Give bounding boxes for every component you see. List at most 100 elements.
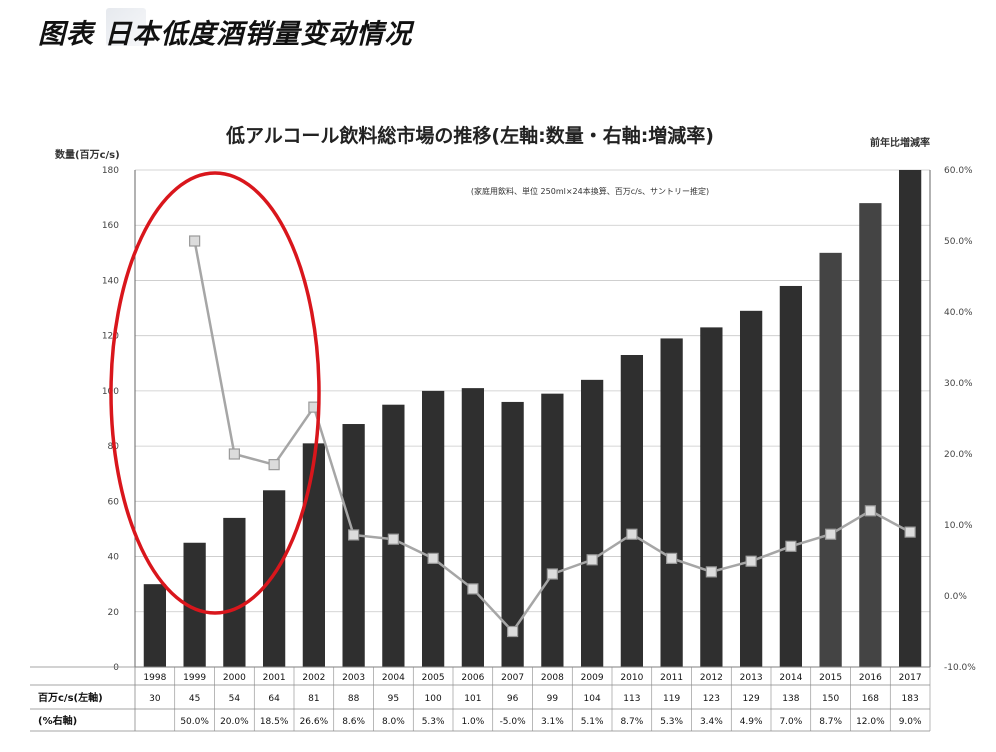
data-table: 百万c/s(左軸) (%右軸) 1998 30 1999 45 50.0% 2000 54 20.… <box>30 666 931 732</box>
left-axis-label: 数量(百万c/s) <box>55 148 120 161</box>
table-volume-cell: 168 <box>862 694 879 704</box>
table-rate-cell: 50.0% <box>180 717 209 727</box>
table-volume-cell: 30 <box>149 694 161 704</box>
growth-line <box>189 235 916 638</box>
table-rate-cell: 7.0% <box>779 717 802 727</box>
bar-2011 <box>660 338 683 667</box>
x-tick-label: 2010 <box>620 673 643 683</box>
table-rate-cell: 1.0% <box>461 717 484 727</box>
table-rate-cell: 20.0% <box>220 717 249 727</box>
table-volume-cell: 81 <box>308 694 319 704</box>
x-tick-label: 2016 <box>859 673 882 683</box>
growth-point-2007 <box>507 625 519 638</box>
table-rate-cell: 5.3% <box>660 717 683 727</box>
y-tick-left: 120 <box>102 332 119 342</box>
bar-2017 <box>898 170 922 667</box>
table-rate-cell: 8.0% <box>382 717 405 727</box>
x-tick-label: 2001 <box>263 673 286 683</box>
x-tick-label: 2003 <box>342 673 365 683</box>
bar-2008 <box>541 393 564 667</box>
growth-point-2011 <box>666 552 678 564</box>
table-volume-cell: 129 <box>743 694 760 704</box>
y-tick-right: -10.0% <box>944 663 976 673</box>
table-rate-cell: 5.3% <box>422 717 445 727</box>
bars <box>143 170 922 668</box>
growth-point-2003 <box>348 529 360 541</box>
bar-2006 <box>461 388 485 667</box>
table-volume-cell: 54 <box>229 694 241 704</box>
growth-point-2010 <box>626 528 638 540</box>
table-volume-cell: 183 <box>902 694 919 704</box>
table-volume-cell: 45 <box>189 694 200 704</box>
y-tick-left: 160 <box>102 221 119 231</box>
bar-2014 <box>779 285 803 667</box>
bar-1999 <box>183 542 206 667</box>
table-rate-cell: 4.9% <box>740 717 763 727</box>
table-rate-cell: 3.1% <box>541 717 564 727</box>
table-rate-cell: 12.0% <box>856 717 885 727</box>
growth-point-2012 <box>705 566 717 578</box>
table-rate-cell: 8.7% <box>819 717 842 727</box>
bar-2009 <box>580 379 604 667</box>
growth-point-2014 <box>785 540 797 552</box>
bar-2001 <box>262 490 286 667</box>
table-volume-cell: 88 <box>348 694 360 704</box>
table-rate-cell: 5.1% <box>581 717 604 727</box>
x-tick-label: 2013 <box>740 673 763 683</box>
growth-point-2005 <box>427 552 439 564</box>
title-logo <box>106 8 146 46</box>
table-rate-cell: 8.7% <box>620 717 643 727</box>
growth-point-2000 <box>228 448 240 460</box>
x-tick-label: 2012 <box>700 673 723 683</box>
x-tick-label: 2008 <box>541 673 564 683</box>
table-volume-cell: 150 <box>822 694 839 704</box>
y-tick-left: 0 <box>113 663 119 673</box>
table-volume-cell: 64 <box>268 694 280 704</box>
table-rate-cell: 3.4% <box>700 717 723 727</box>
grid <box>135 169 930 668</box>
y-tick-right: 0.0% <box>944 592 967 602</box>
y-tick-right: 20.0% <box>944 450 973 460</box>
bar-2002 <box>302 443 326 667</box>
table-rate-cell: -5.0% <box>500 717 527 727</box>
bar-2007 <box>501 401 524 667</box>
table-volume-cell: 113 <box>623 694 640 704</box>
growth-point-2004 <box>387 533 399 545</box>
x-tick-label: 1999 <box>183 673 206 683</box>
growth-point-2006 <box>467 583 479 595</box>
y-tick-left: 60 <box>108 497 120 507</box>
x-tick-label: 2005 <box>422 673 445 683</box>
bar-2013 <box>739 310 763 667</box>
table-rate-cell: 18.5% <box>260 717 289 727</box>
chart-title: 低アルコール飲料総市場の推移(左軸:数量・右軸:増減率) <box>225 124 714 147</box>
table-rate-cell: 26.6% <box>300 717 329 727</box>
y-tick-left: 140 <box>102 276 119 286</box>
table-volume-cell: 123 <box>703 694 720 704</box>
x-tick-label: 1998 <box>143 673 166 683</box>
x-tick-label: 2006 <box>461 673 484 683</box>
right-axis-label: 前年比増減率 <box>870 136 930 149</box>
x-tick-label: 2004 <box>382 673 405 683</box>
x-tick-label: 2009 <box>581 673 604 683</box>
bar-2003 <box>342 424 365 667</box>
growth-point-2001 <box>268 459 280 471</box>
table-volume-cell: 104 <box>584 694 601 704</box>
x-tick-label: 2017 <box>899 673 922 683</box>
highlight-ellipse <box>109 171 321 615</box>
growth-point-2015 <box>825 528 837 540</box>
table-volume-cell: 119 <box>663 694 680 704</box>
page-title: 图表 日本低度酒销量变动情况 <box>38 19 413 50</box>
y-tick-right: 40.0% <box>944 308 973 318</box>
table-volume-cell: 138 <box>782 694 799 704</box>
y-tick-right: 50.0% <box>944 237 973 247</box>
table-rate-cell: 8.6% <box>342 717 365 727</box>
bar-2016 <box>859 203 882 667</box>
y-tick-left: 20 <box>108 608 120 618</box>
bar-2015 <box>819 252 842 668</box>
table-volume-cell: 95 <box>388 694 399 704</box>
y-tick-right: 10.0% <box>944 521 973 531</box>
bar-1998 <box>143 584 167 667</box>
x-tick-label: 2007 <box>501 673 524 683</box>
table-volume-cell: 96 <box>507 694 519 704</box>
